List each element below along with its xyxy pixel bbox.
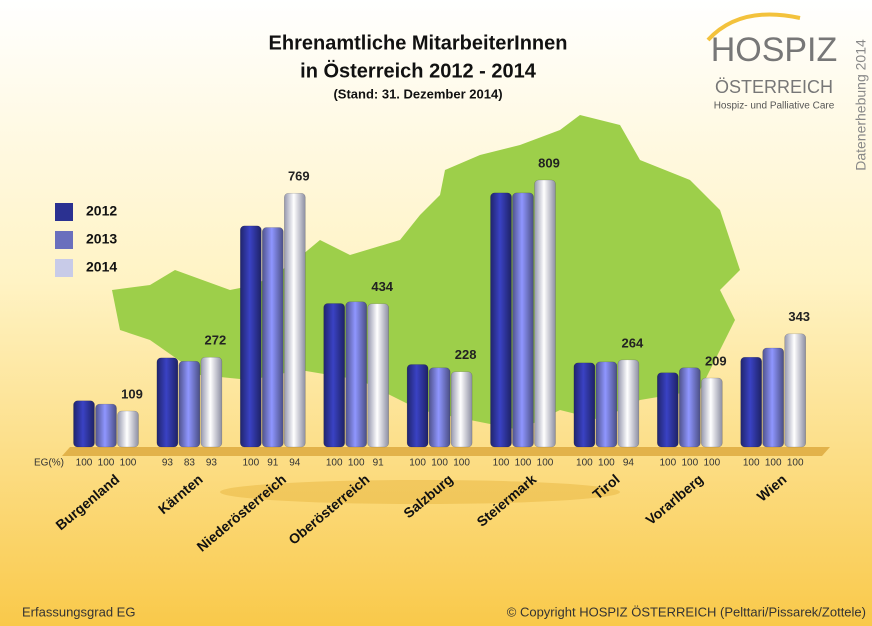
- bar: [117, 410, 139, 448]
- logo-name: HOSPIZ: [711, 31, 838, 69]
- bar: [95, 403, 117, 448]
- bar: [490, 192, 512, 448]
- logo-country: ÖSTERREICH: [715, 77, 833, 97]
- eg-label: EG(%): [34, 458, 64, 469]
- legend-label: 2014: [86, 259, 117, 275]
- eg-value: 94: [289, 458, 301, 469]
- value-label: 264: [622, 335, 644, 350]
- bar: [73, 400, 95, 448]
- bar: [323, 303, 345, 448]
- shadow: [220, 480, 620, 504]
- bar: [428, 367, 451, 448]
- bar: [784, 333, 806, 448]
- eg-value: 93: [162, 458, 174, 469]
- legend-swatch: [55, 231, 73, 249]
- logo-arc: [706, 12, 801, 42]
- bar: [262, 227, 284, 448]
- legend-label: 2013: [86, 231, 117, 247]
- eg-value: 100: [765, 458, 782, 469]
- bar: [762, 347, 784, 448]
- bar: [240, 225, 262, 448]
- logo-tagline: Hospiz- und Palliative Care: [714, 101, 835, 112]
- bar: [657, 372, 679, 448]
- eg-value: 100: [348, 458, 365, 469]
- value-label: 809: [538, 155, 560, 170]
- survey-label: Datenerhebung 2014: [853, 39, 869, 171]
- bar: [701, 377, 723, 448]
- eg-value: 100: [98, 458, 115, 469]
- bar: [573, 362, 596, 448]
- bar: [284, 192, 306, 448]
- value-label: 343: [788, 309, 810, 324]
- eg-value: 83: [184, 458, 196, 469]
- eg-value: 100: [453, 458, 470, 469]
- eg-value: 100: [787, 458, 804, 469]
- footer-left: Erfassungsgrad EG: [22, 604, 135, 619]
- eg-value: 100: [681, 458, 698, 469]
- chart-title: Ehrenamtliche MitarbeiterInnen: [269, 32, 568, 54]
- eg-value: 100: [326, 458, 343, 469]
- bar: [156, 357, 179, 448]
- floor: [62, 447, 830, 456]
- bar: [534, 179, 556, 448]
- bar: [450, 371, 473, 448]
- eg-value: 100: [242, 458, 259, 469]
- eg-value: 100: [431, 458, 448, 469]
- bar: [679, 367, 701, 448]
- eg-value: 100: [76, 458, 93, 469]
- value-label: 434: [371, 279, 393, 294]
- value-label: 109: [121, 386, 143, 401]
- eg-value: 100: [576, 458, 593, 469]
- bar: [178, 360, 201, 448]
- chart-title: in Österreich 2012 - 2014: [300, 59, 537, 82]
- bar: [740, 356, 762, 448]
- chart-subtitle: (Stand: 31. Dezember 2014): [333, 86, 502, 101]
- value-label: 769: [288, 169, 310, 184]
- eg-value: 93: [206, 458, 218, 469]
- eg-value: 100: [537, 458, 554, 469]
- bar: [595, 361, 618, 448]
- eg-value: 100: [515, 458, 532, 469]
- eg-value: 94: [623, 458, 635, 469]
- legend-label: 2012: [86, 203, 117, 219]
- legend-swatch: [55, 203, 73, 221]
- value-label: 272: [205, 333, 227, 348]
- value-label: 228: [455, 347, 477, 362]
- eg-value: 100: [409, 458, 426, 469]
- eg-value: 100: [120, 458, 137, 469]
- eg-value: 100: [659, 458, 676, 469]
- eg-value: 91: [373, 458, 385, 469]
- eg-value: 100: [703, 458, 720, 469]
- eg-value: 91: [267, 458, 279, 469]
- bar: [345, 301, 367, 448]
- eg-value: 100: [743, 458, 760, 469]
- eg-value: 100: [598, 458, 615, 469]
- eg-value: 100: [493, 458, 510, 469]
- value-label: 209: [705, 353, 727, 368]
- legend-swatch: [55, 259, 73, 277]
- bar: [512, 192, 534, 448]
- bar: [200, 356, 223, 448]
- bar: [617, 359, 640, 448]
- bar: [367, 303, 389, 448]
- bar: [406, 364, 429, 448]
- footer-right: © Copyright HOSPIZ ÖSTERREICH (Pelttari/…: [507, 604, 866, 619]
